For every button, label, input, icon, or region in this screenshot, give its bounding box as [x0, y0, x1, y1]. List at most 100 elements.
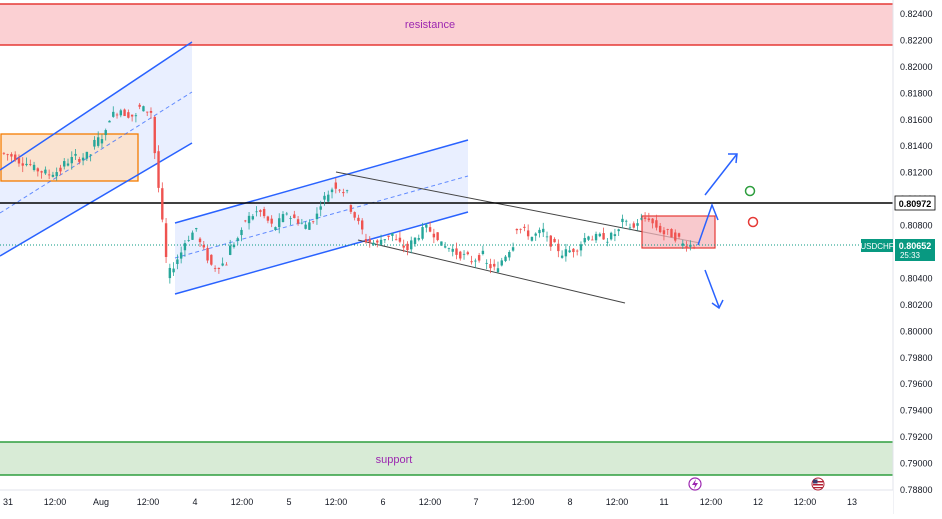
candle-body — [259, 210, 262, 212]
candle-body — [391, 233, 394, 236]
time-tick-label: 6 — [380, 497, 385, 507]
candle-body — [85, 151, 89, 159]
candle-body — [70, 156, 73, 164]
candle-body — [428, 227, 432, 232]
price-tick-label: 0.81600 — [900, 115, 933, 125]
candle-body — [538, 229, 541, 234]
candle-body — [545, 236, 549, 238]
candle-body — [285, 213, 288, 215]
candle-body — [161, 188, 164, 220]
level-price-badge — [894, 195, 936, 211]
candle-body — [372, 242, 375, 245]
candle-body — [447, 248, 451, 250]
candle-body — [89, 154, 92, 156]
time-tick-label: 12 — [753, 497, 763, 507]
candle-body — [575, 250, 579, 252]
candle-body — [361, 220, 364, 230]
candle-body — [240, 229, 243, 236]
us-flag-icon[interactable] — [811, 477, 825, 491]
candle-body — [402, 245, 405, 248]
time-tick-label: 7 — [473, 497, 478, 507]
candle-body — [477, 255, 481, 261]
candle-body — [387, 235, 390, 237]
candle-body — [583, 237, 586, 243]
candle-body — [123, 109, 126, 117]
current-price-badge — [895, 239, 935, 261]
candle-body — [66, 163, 70, 166]
descending-line-upper — [335, 171, 701, 244]
candle-body — [44, 169, 47, 174]
candle-body — [289, 218, 292, 219]
price-tick-label: 0.79600 — [900, 379, 933, 389]
candle-body — [262, 209, 266, 217]
candle-body — [315, 213, 319, 220]
candle-body — [146, 111, 149, 113]
channel-2-upper — [174, 139, 469, 224]
candle-body — [413, 237, 417, 244]
descending-line-lower — [357, 239, 626, 304]
candle-body — [515, 228, 519, 231]
candle-body — [526, 230, 530, 237]
candle-body — [681, 243, 684, 246]
candle-body — [647, 218, 651, 221]
candle-body — [553, 238, 556, 243]
candle-body — [685, 246, 688, 249]
bullish-marker-icon — [744, 185, 756, 197]
candle-body — [666, 228, 669, 230]
candle-body — [10, 154, 13, 157]
symbol-label: USDCHF — [860, 242, 893, 251]
candle-body — [591, 239, 594, 241]
candle-body — [598, 233, 602, 237]
candle-body — [21, 163, 24, 166]
candle-body — [221, 263, 224, 266]
candle-body — [655, 220, 658, 228]
time-tick-label: 5 — [286, 497, 291, 507]
candle-body — [274, 227, 277, 230]
candle-body — [342, 192, 345, 194]
candle-body — [651, 218, 654, 224]
candle-body — [108, 120, 111, 123]
candle-body — [323, 195, 326, 200]
candle-body — [25, 163, 28, 166]
candle-body — [29, 164, 32, 165]
candle-body — [153, 116, 156, 154]
candle-body — [115, 114, 119, 116]
price-tick-label: 0.79400 — [900, 406, 933, 416]
candle-body — [357, 217, 360, 222]
candle-body — [308, 222, 311, 230]
candle-body — [398, 237, 402, 242]
candle-body — [394, 239, 398, 241]
candle-body — [179, 252, 183, 259]
channel-1-lower — [0, 142, 193, 257]
time-tick-label: 13 — [847, 497, 857, 507]
candle-body — [225, 264, 228, 266]
time-tick-label: 4 — [192, 497, 197, 507]
time-tick-label: 8 — [567, 497, 572, 507]
candle-body — [432, 233, 436, 238]
time-tick-label: 12:00 — [231, 497, 254, 507]
candle-body — [368, 239, 371, 242]
price-tick-label: 0.82200 — [900, 35, 933, 45]
candle-body — [572, 248, 575, 253]
candle-body — [168, 267, 172, 279]
time-tick-label: 12:00 — [794, 497, 817, 507]
candle-body — [127, 112, 130, 118]
candle-body — [330, 189, 334, 193]
candle-body — [481, 250, 485, 255]
candle-body — [459, 251, 462, 259]
level-price-label: 0.80972 — [899, 199, 932, 209]
candle-body — [59, 167, 62, 172]
candle-body — [255, 211, 258, 213]
price-tick-label: 0.79200 — [900, 432, 933, 442]
time-tick-label: 12:00 — [44, 497, 67, 507]
price-tick-label: 0.82400 — [900, 9, 933, 19]
candle-body — [228, 245, 232, 255]
candle-body — [319, 206, 322, 210]
lightning-icon[interactable] — [688, 477, 702, 491]
support-label: support — [376, 454, 413, 466]
candle-body — [542, 228, 545, 233]
candle-body — [489, 264, 492, 269]
time-axis[interactable] — [0, 490, 893, 514]
candle-body — [568, 250, 571, 253]
